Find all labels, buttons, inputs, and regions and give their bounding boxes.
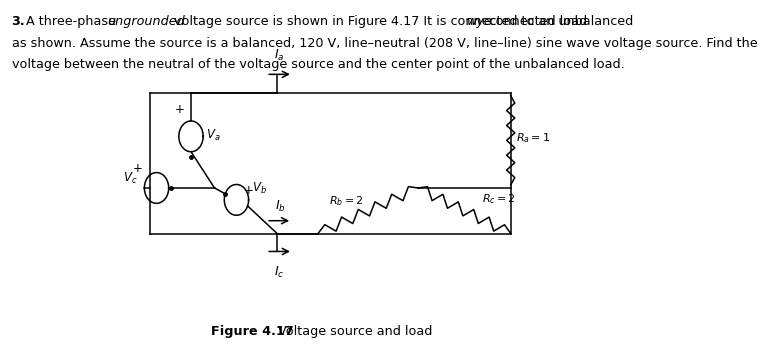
Text: +: + xyxy=(175,103,185,116)
Text: wye: wye xyxy=(467,15,493,28)
Text: Figure 4.17: Figure 4.17 xyxy=(211,325,294,338)
Text: A three-phase: A three-phase xyxy=(26,15,119,28)
Text: +: + xyxy=(133,162,143,175)
Text: $V_a$: $V_a$ xyxy=(207,128,221,143)
Text: $R_b=2$: $R_b=2$ xyxy=(329,194,363,208)
Text: $I_a$: $I_a$ xyxy=(275,48,285,63)
Text: $I_c$: $I_c$ xyxy=(275,265,285,280)
Text: voltage source is shown in Figure 4.17 It is connected to an unbalanced: voltage source is shown in Figure 4.17 I… xyxy=(171,15,637,28)
Text: as shown. Assume the source is a balanced, 120 V, line–neutral (208 V, line–line: as shown. Assume the source is a balance… xyxy=(11,37,757,50)
Text: +: + xyxy=(244,184,254,197)
Text: $V_c$: $V_c$ xyxy=(123,170,138,186)
Text: $V_b$: $V_b$ xyxy=(252,181,267,196)
Text: $R_a=1$: $R_a=1$ xyxy=(516,131,551,145)
Text: $I_b$: $I_b$ xyxy=(275,199,286,214)
Text: Voltage source and load: Voltage source and load xyxy=(266,325,432,338)
Text: $R_c=2$: $R_c=2$ xyxy=(482,192,516,206)
Text: voltage between the neutral of the voltage source and the center point of the un: voltage between the neutral of the volta… xyxy=(11,58,624,71)
Text: 3.: 3. xyxy=(11,15,25,28)
Text: ungrounded: ungrounded xyxy=(107,15,184,28)
Text: -connected load: -connected load xyxy=(484,15,588,28)
